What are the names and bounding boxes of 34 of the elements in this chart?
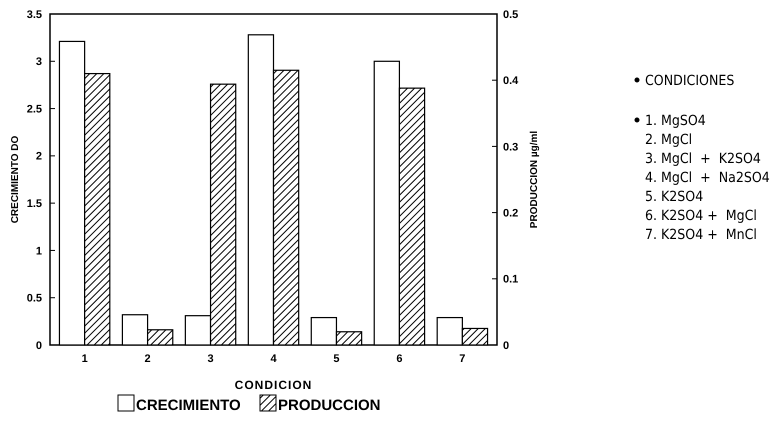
y-tick-label: 3 [36,56,42,68]
text: CONDICIONES [645,73,734,89]
text: 3. MgCl + K2SO4 [645,151,761,167]
x-tick-label: 7 [459,353,466,365]
x-axis-title: CONDICION [234,378,312,392]
text: 6. K2SO4 + MgCl [645,208,757,224]
x-tick-label: 1 [82,353,88,365]
y-axis-title: CRECIMIENTO DO [10,135,21,224]
y-tick-label: 0 [36,340,42,352]
x-tick-label: 2 [144,353,151,365]
y2-tick-label: 0.5 [503,8,518,21]
text: 2. MgCl [645,132,692,148]
y-tick-label: 2.5 [26,103,42,116]
text: 7. K2SO4 + MnCl [645,227,757,243]
text: 5. K2SO4 [645,189,704,205]
y2-tick-label: 0.2 [503,207,518,220]
y2-tick-label: 0 [503,340,510,352]
y-tick-label: 0.5 [26,292,42,305]
y2-tick-label: 0.4 [503,75,520,88]
legend-label: PRODUCCION [278,397,381,414]
y-tick-label: 1.5 [26,198,42,210]
y2-tick-label: 0.1 [503,274,518,286]
y-tick-label: 2 [36,150,42,163]
text: 1. MgSO4 [645,113,706,129]
y-tick-label: 1 [36,245,42,258]
y2-axis-title: PRODUCCION µg/ml [529,130,540,228]
x-tick-label: 5 [333,353,340,365]
y2-tick-label: 0.3 [503,141,518,154]
y-tick-label: 3.5 [26,8,42,21]
x-tick-label: 3 [207,353,214,365]
text: 4. MgCl + Na2SO4 [645,170,770,186]
x-tick-label: 6 [396,353,402,365]
legend-label: CRECIMIENTO [136,397,242,414]
x-tick-label: 4 [270,353,278,365]
